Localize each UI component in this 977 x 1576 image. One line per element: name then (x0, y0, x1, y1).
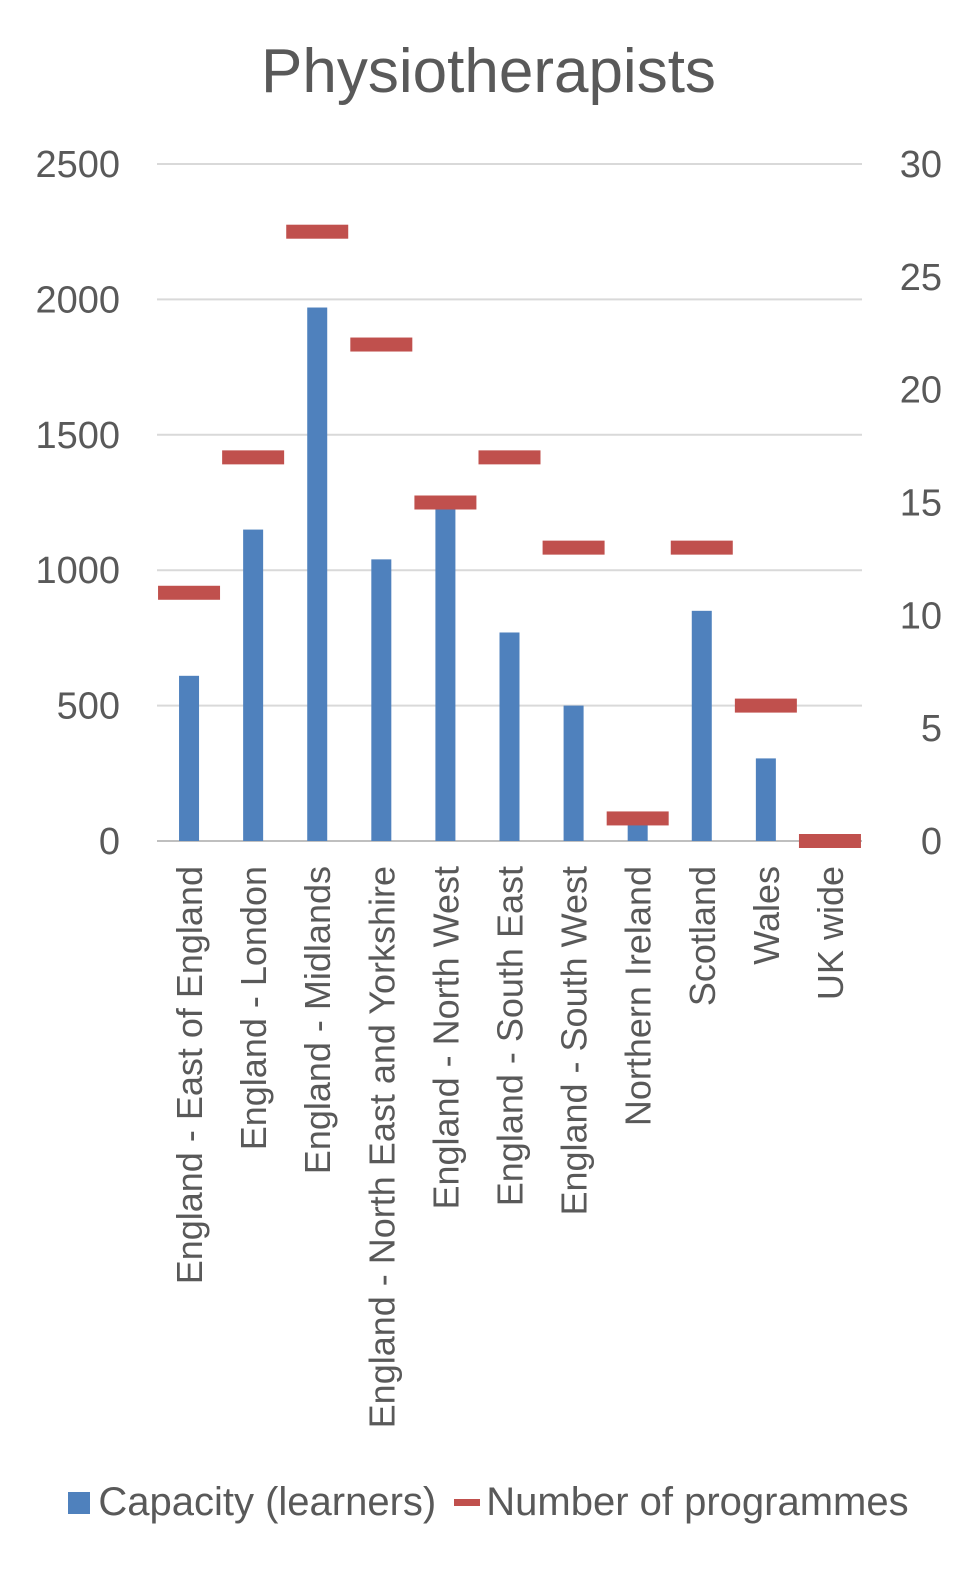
programme-marker (350, 337, 413, 352)
bar (563, 705, 584, 841)
x-tick-label: England - North East and Yorkshire (361, 866, 402, 1428)
programme-marker (542, 540, 605, 555)
y-left-tick-label: 1500 (35, 415, 120, 457)
programme-marker (606, 811, 669, 826)
legend-label-programmes: Number of programmes (486, 1480, 909, 1524)
x-tick-label: England - North West (425, 866, 466, 1210)
bar (691, 610, 712, 841)
legend-label-capacity: Capacity (learners) (98, 1480, 437, 1524)
y-left-tick-label: 500 (57, 686, 120, 728)
x-tick-label: England - London (233, 866, 274, 1150)
legend-item-capacity: Capacity (learners) (68, 1480, 436, 1525)
legend-swatch-programmes (454, 1499, 481, 1506)
bar (307, 307, 328, 841)
y-right-tick-label: 0 (921, 821, 942, 863)
x-tick-label: UK wide (810, 866, 851, 1000)
bar (435, 502, 456, 841)
x-tick-label: England - South West (554, 866, 595, 1216)
x-tick-label: England - Midlands (297, 866, 338, 1174)
programme-marker (734, 698, 797, 713)
programme-marker (798, 834, 861, 848)
y-right-tick-label: 20 (900, 370, 942, 412)
legend-swatch-capacity (68, 1491, 91, 1514)
x-tick-label: Wales (746, 866, 787, 965)
y-right-tick-label: 25 (900, 257, 942, 299)
x-tick-label: Northern Ireland (618, 866, 659, 1126)
bar (371, 559, 392, 841)
y-left-tick-label: 0 (99, 821, 120, 863)
programme-marker (478, 450, 541, 465)
bar (755, 758, 776, 841)
y-left-tick-label: 2000 (35, 279, 120, 321)
y-left-tick-label: 2500 (35, 144, 120, 186)
legend-item-programmes: Number of programmes (436, 1480, 909, 1525)
x-tick-label: Scotland (682, 866, 723, 1006)
x-tick-label: England - South East (490, 866, 531, 1206)
y-right-tick-label: 5 (921, 708, 942, 750)
bar (499, 632, 520, 841)
programme-marker (414, 495, 477, 510)
bar (179, 675, 200, 841)
legend: Capacity (learners) Number of programmes (0, 1480, 977, 1525)
y-left-tick-label: 1000 (35, 550, 120, 592)
x-tick-label: England - East of England (169, 866, 210, 1284)
programme-marker (158, 585, 221, 600)
y-right-tick-label: 30 (900, 144, 942, 186)
programme-marker (670, 540, 733, 555)
programme-marker (286, 224, 349, 239)
y-right-tick-label: 15 (900, 483, 942, 525)
programme-marker (222, 450, 285, 465)
y-right-tick-label: 10 (900, 595, 942, 637)
bar (243, 529, 264, 841)
chart-title: Physiotherapists (261, 37, 716, 106)
